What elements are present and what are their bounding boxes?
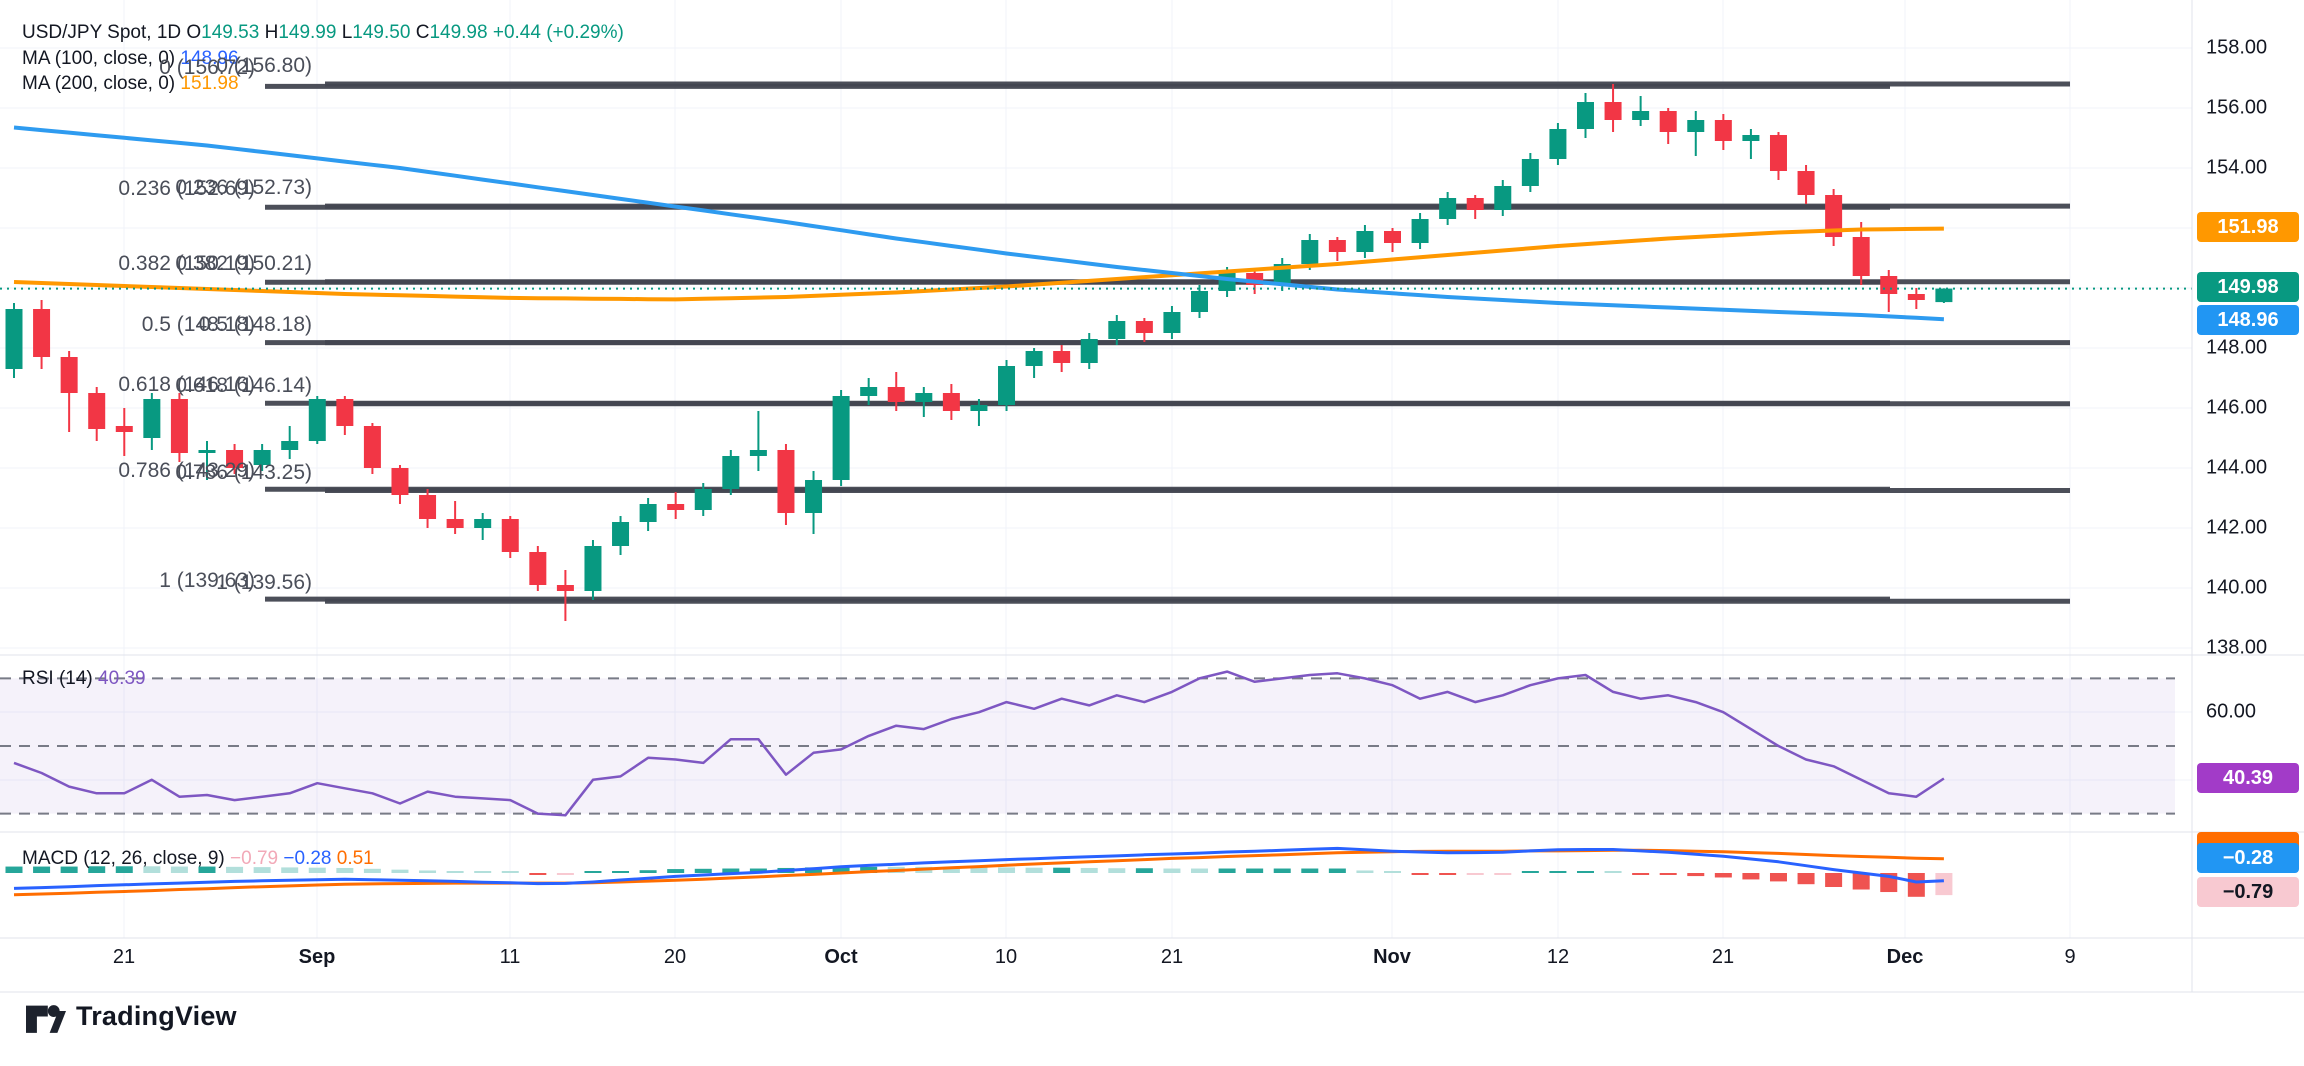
time-tick-7-Nov: Nov xyxy=(1373,946,1411,968)
price-tick-148.00: 148.00 xyxy=(2206,336,2268,359)
ohlc-open-label: O xyxy=(186,22,202,43)
rsi-line xyxy=(13,670,1945,817)
macd-line-badge: −0.28 xyxy=(2197,843,2299,873)
price-tick-146.00: 146.00 xyxy=(2206,396,2268,419)
ohlc-low-value: 149.50 xyxy=(352,22,411,43)
tradingview-logo-text: TradingView xyxy=(76,1001,237,1031)
fib-label-set2-6: 1 (139.56) xyxy=(216,571,312,595)
macd-hist-badge: −0.79 xyxy=(2197,877,2299,907)
fib-label-set1-3: 0.5 (148.18) xyxy=(141,312,255,336)
fib-label-set2-2: 0.382 (150.21) xyxy=(175,251,312,275)
price-tick-156.00: 156.00 xyxy=(2206,96,2268,119)
fib-label-set2-1: 0.236 (152.73) xyxy=(175,176,312,200)
ma100-value: 148.96 xyxy=(180,48,239,69)
ohlc-high-label: H xyxy=(264,22,279,43)
fib-label-set2-3: 0.5 (148.18) xyxy=(198,312,312,336)
fib-retracement-lines[interactable] xyxy=(265,81,2070,604)
time-tick-9-21: 21 xyxy=(1711,946,1735,968)
ma200-price-badge: 151.98 xyxy=(2197,212,2299,242)
price-tick-144.00: 144.00 xyxy=(2206,456,2268,479)
ohlc-open-value: 149.53 xyxy=(201,22,260,43)
rsi-value: 40.39 xyxy=(98,668,146,689)
rsi-value-badge: 40.39 xyxy=(2197,763,2299,793)
price-tick-158.00: 158.00 xyxy=(2206,36,2268,59)
ohlc-close-label: C xyxy=(415,22,430,43)
candlesticks xyxy=(5,84,1953,621)
ma100-label: MA (100, close, 0) xyxy=(22,48,176,69)
macd-line-value: −0.28 xyxy=(283,848,332,869)
ma100-price-badge: 148.96 xyxy=(2197,305,2299,335)
ma100-line xyxy=(13,125,1945,322)
fib-label-set2-0: 0 (156.80) xyxy=(216,54,312,77)
time-tick-0-21: 21 xyxy=(112,946,136,968)
ohlc-close-value: 149.98 xyxy=(429,22,488,43)
tradingview-logo[interactable]: TradingView xyxy=(26,1000,237,1033)
ma200-label: MA (200, close, 0) xyxy=(22,73,176,94)
rsi-tick-60: 60.00 xyxy=(2206,700,2257,723)
macd-hist-value: −0.79 xyxy=(230,848,279,869)
fib-label-set1-0: 0 (156.72) xyxy=(159,56,255,80)
time-tick-1-Sep: Sep xyxy=(298,946,336,968)
change-value: +0.44 (+0.29%) xyxy=(492,22,624,43)
macd-label: MACD (12, 26, close, 9) xyxy=(22,848,225,869)
rsi-legend-row[interactable]: RSI (14) 40.39 xyxy=(22,668,146,690)
ma100-legend-row[interactable]: MA (100, close, 0) 148.96 xyxy=(22,48,239,70)
time-tick-6-21: 21 xyxy=(1160,946,1184,968)
macd-legend-row[interactable]: MACD (12, 26, close, 9) −0.79 −0.28 0.51 xyxy=(22,848,374,870)
rsi-label: RSI (14) xyxy=(22,668,93,689)
ohlc-low-label: L xyxy=(341,22,353,43)
time-tick-8-12: 12 xyxy=(1546,946,1570,968)
time-tick-5-10: 10 xyxy=(994,946,1018,968)
fib-label-set1-2: 0.382 (150.19) xyxy=(118,252,255,276)
last-price-badge: 149.98 xyxy=(2197,272,2299,302)
ma200-value: 151.98 xyxy=(180,73,239,94)
fib-label-set2-5: 0.786 (143.25) xyxy=(175,460,312,484)
time-tick-3-20: 20 xyxy=(663,946,687,968)
symbol-legend-row[interactable]: USD/JPY Spot, 1D O149.53 H149.99 L149.50… xyxy=(22,22,624,44)
fib-label-set1-6: 1 (139.63) xyxy=(159,569,255,593)
price-tick-142.00: 142.00 xyxy=(2206,516,2268,539)
symbol-title: USD/JPY Spot, 1D xyxy=(22,22,182,43)
time-tick-4-Oct: Oct xyxy=(824,946,858,968)
ohlc-high-value: 149.99 xyxy=(278,22,337,43)
tradingview-logo-icon xyxy=(26,1005,66,1033)
price-tick-154.00: 154.00 xyxy=(2206,156,2268,179)
fib-label-set1-4: 0.618 (146.16) xyxy=(118,373,255,397)
time-tick-10-Dec: Dec xyxy=(1886,946,1924,968)
time-tick-2-11: 11 xyxy=(499,946,521,968)
price-tick-140.00: 140.00 xyxy=(2206,576,2268,599)
fib-label-set1-5: 0.786 (143.29) xyxy=(118,459,255,483)
fib-label-set1-1: 0.236 (152.69) xyxy=(118,177,255,201)
ma200-line xyxy=(13,226,1944,302)
ma200-legend-row[interactable]: MA (200, close, 0) 151.98 xyxy=(22,73,239,95)
price-tick-138.00: 138.00 xyxy=(2206,636,2268,659)
time-tick-11-9: 9 xyxy=(2064,946,2076,968)
macd-line xyxy=(13,846,1944,890)
fib-label-set2-4: 0.618 (146.14) xyxy=(175,373,312,397)
macd-signal-value: 0.51 xyxy=(336,848,374,869)
